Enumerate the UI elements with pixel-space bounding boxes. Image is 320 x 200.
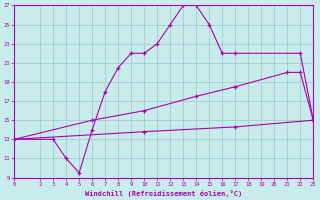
X-axis label: Windchill (Refroidissement éolien,°C): Windchill (Refroidissement éolien,°C) xyxy=(85,190,242,197)
